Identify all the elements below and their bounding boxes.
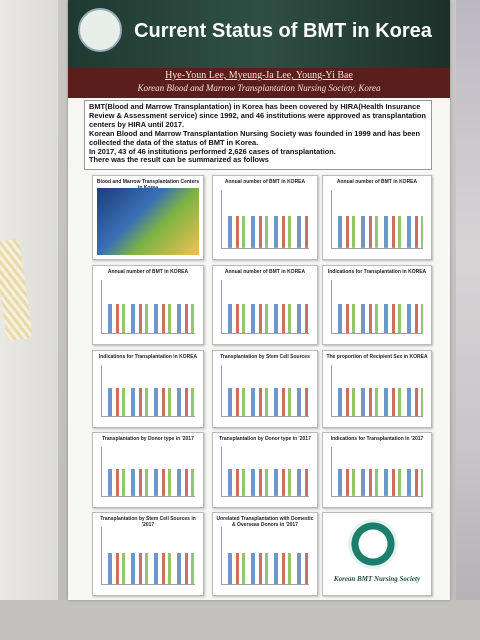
chart-figure xyxy=(221,365,309,417)
panel-title: Indications for Transplantation in '2017 xyxy=(330,436,424,442)
intro-paragraph: Korean Blood and Marrow Transplantation … xyxy=(89,128,420,147)
chart-figure xyxy=(331,190,423,249)
chart-figure xyxy=(331,365,423,417)
intro-box: BMT(Blood and Marrow Transplantation) in… xyxy=(84,100,432,170)
society-name: Korean BMT Nursing Society xyxy=(333,575,421,583)
panel-title: Transplantation by Donor type in '2017 xyxy=(219,436,311,442)
figure-panel: Indications for Transplantation in KOREA xyxy=(92,350,204,428)
header-band: Current Status of BMT in Korea xyxy=(68,0,450,68)
map-figure xyxy=(97,188,199,255)
figure-panel: Transplantation by Donor type in '2017 xyxy=(92,432,204,508)
poster: Current Status of BMT in Korea Hye-Youn … xyxy=(68,0,450,600)
figure-panel: Blood and Marrow Transplantation Centers… xyxy=(92,175,204,260)
figure-panel: Transplantation by Donor type in '2017 xyxy=(212,432,318,508)
panel-title: Transplantation by Donor type in '2017 xyxy=(102,436,194,442)
chart-figure xyxy=(221,280,309,334)
chart-figure xyxy=(221,447,309,497)
panel-title: Indications for Transplantation in KOREA xyxy=(98,354,198,360)
poster-title: Current Status of BMT in Korea xyxy=(134,20,432,42)
figure-panel: Annual number of BMT in KOREA xyxy=(92,265,204,345)
chart-figure xyxy=(331,447,423,497)
chart-figure xyxy=(221,527,309,585)
figure-panel: Unrelated Transplantation with Domestic … xyxy=(212,512,318,596)
panel-title: Transplantation by Stem Cell Sources xyxy=(220,354,310,360)
figure-panel: Transplantation by Stem Cell Sources xyxy=(212,350,318,428)
chart-figure xyxy=(101,365,195,417)
figure-panel: Korean BMT Nursing Society xyxy=(322,512,432,596)
panel-title: Annual number of BMT in KOREA xyxy=(224,269,306,275)
chart-figure xyxy=(101,527,195,585)
panel-title: Annual number of BMT in KOREA xyxy=(224,179,306,185)
authors: Hye-Youn Lee, Myeung-Ja Lee, Young-Yi Ba… xyxy=(165,70,353,81)
figure-panel: Indications for Transplantation in KOREA xyxy=(322,265,432,345)
intro-paragraph: BMT(Blood and Marrow Transplantation) in… xyxy=(89,102,426,129)
chart-figure xyxy=(221,190,309,249)
panel-grid: Blood and Marrow Transplantation Centers… xyxy=(68,0,450,600)
panel-title: Unrelated Transplantation with Domestic … xyxy=(216,516,314,528)
figure-panel: Transplantation by Stem Cell Sources in … xyxy=(92,512,204,596)
chart-figure xyxy=(101,280,195,334)
panel-title: Annual number of BMT in KOREA xyxy=(336,179,418,185)
affiliation: Korean Blood and Marrow Transplantation … xyxy=(137,83,381,93)
panel-title: Annual number of BMT in KOREA xyxy=(107,269,189,275)
neighbor-poster xyxy=(456,0,480,640)
figure-panel: Indications for Transplantation in '2017 xyxy=(322,432,432,508)
author-band: Hye-Youn Lee, Myeung-Ja Lee, Young-Yi Ba… xyxy=(68,68,450,98)
figure-panel: Annual number of BMT in KOREA xyxy=(212,175,318,260)
society-logo xyxy=(348,519,398,569)
figure-panel: The proportion of Recipient Sex in KOREA xyxy=(322,350,432,428)
intro-paragraph: There was the result can be summarized a… xyxy=(89,155,269,165)
society-logo xyxy=(78,8,122,52)
panel-title: The proportion of Recipient Sex in KOREA xyxy=(326,354,428,360)
figure-panel: Annual number of BMT in KOREA xyxy=(322,175,432,260)
chart-figure xyxy=(101,447,195,497)
chart-figure xyxy=(331,280,423,334)
panel-title: Indications for Transplantation in KOREA xyxy=(327,269,427,275)
figure-panel: Annual number of BMT in KOREA xyxy=(212,265,318,345)
intro-paragraph: In 2017, 43 of 46 institutions performed… xyxy=(89,146,336,156)
panel-title: Transplantation by Stem Cell Sources in … xyxy=(100,516,196,528)
floor xyxy=(0,600,480,640)
